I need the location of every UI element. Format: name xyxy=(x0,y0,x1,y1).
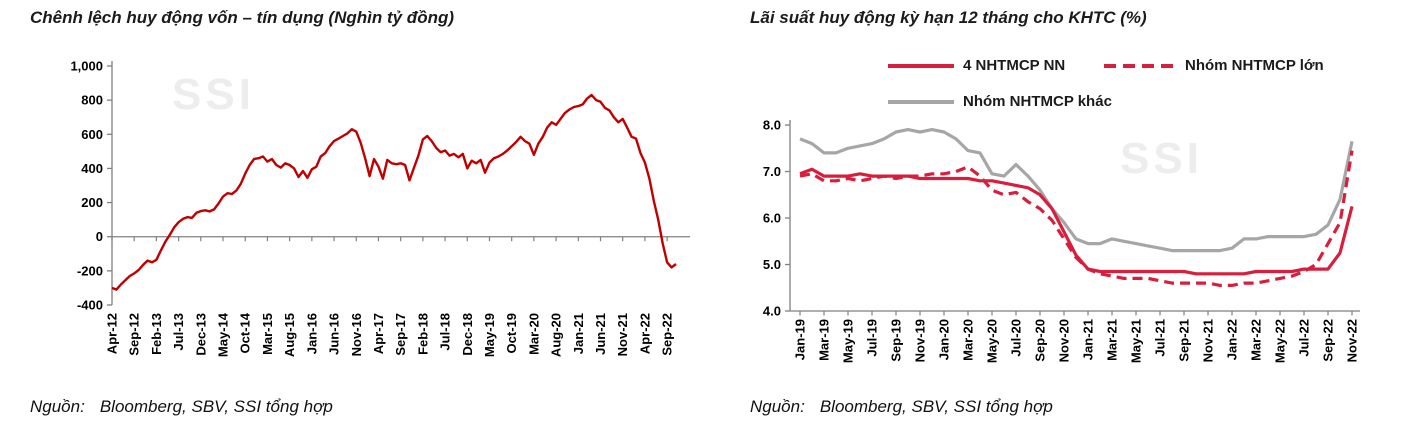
x-tick-label: Jun-21 xyxy=(593,313,608,355)
x-tick-label: Jul-18 xyxy=(438,313,453,351)
y-tick-label: 8.0 xyxy=(763,118,781,133)
y-tick-label: 4.0 xyxy=(763,304,781,319)
y-tick-label: 800 xyxy=(81,93,103,108)
x-tick-label: Oct-14 xyxy=(238,312,253,353)
x-tick-label: May-22 xyxy=(1273,319,1288,363)
y-tick-label: 0 xyxy=(96,229,103,244)
x-tick-label: Jan-16 xyxy=(304,313,319,354)
x-tick-label: Apr-22 xyxy=(637,313,652,354)
x-tick-label: Nov-21 xyxy=(1201,319,1216,362)
legend-swatch-dashed-red-icon xyxy=(1104,63,1176,68)
legend-item-nhom-nhtmcp-lon: Nhóm NHTMCP lớn xyxy=(1104,57,1324,74)
x-tick-label: Nov-16 xyxy=(349,313,364,356)
series-chenh-lech-huy-dong-tin-dung xyxy=(111,93,677,291)
x-tick-label: Apr-17 xyxy=(371,313,386,354)
y-tick-label: 7.0 xyxy=(763,164,781,179)
y-tick-label: -400 xyxy=(77,298,103,313)
x-tick-label: Nov-21 xyxy=(615,313,630,356)
left-chart-title: Chênh lệch huy động vốn – tín dụng (Nghì… xyxy=(30,8,455,27)
y-tick-label: 1,000 xyxy=(70,59,103,74)
x-tick-label: Mar-19 xyxy=(817,319,832,361)
deposit-rate-chart: 8.0 7.0 6.0 5.0 4.0 Jan-19 Mar-19 May-19 Jul-19 S… xyxy=(763,118,1360,363)
right-chart-title: Lãi suất huy động kỳ hạn 12 tháng cho KH… xyxy=(750,8,1147,27)
x-tick-label: Jan-21 xyxy=(1081,319,1096,360)
x-tick-label: Dec-13 xyxy=(193,313,208,356)
source-note-left: Nguồn: Bloomberg, SBV, SSI tổng hợp xyxy=(30,397,333,417)
x-tick-label: May-21 xyxy=(1129,319,1144,363)
x-tick-label: Jan-21 xyxy=(571,313,586,354)
y-tick-label: 6.0 xyxy=(763,211,781,226)
legend-swatch-solid-red-icon xyxy=(888,63,954,68)
x-tick-label: Jan-22 xyxy=(1225,319,1240,360)
legend-item-4-nhtmcp-nn: 4 NHTMCP NN xyxy=(888,57,1065,74)
x-tick-label: Sep-20 xyxy=(1033,319,1048,362)
legend-label: Nhóm NHTMCP lớn xyxy=(1185,57,1324,74)
x-tick-label: Aug-20 xyxy=(549,313,564,357)
x-tick-label: Oct-19 xyxy=(504,313,519,353)
x-tick-label: May-19 xyxy=(841,319,856,363)
x-tick-label: Jul-20 xyxy=(1009,319,1024,357)
series-nhom-nhtmcp-khac xyxy=(799,128,1354,253)
x-tick-label: Mar-22 xyxy=(1249,319,1264,361)
legend-label: Nhóm NHTMCP khác xyxy=(963,93,1112,110)
y-tick-label: 600 xyxy=(81,127,103,142)
ssi-watermark-left: SSI xyxy=(172,70,255,119)
legend-swatch-solid-gray-icon xyxy=(888,99,954,104)
x-tick-label: May-20 xyxy=(985,319,1000,363)
legend-label: 4 NHTMCP NN xyxy=(963,57,1066,74)
x-tick-label: Apr-12 xyxy=(105,313,120,354)
x-tick-label: Jun-16 xyxy=(327,313,342,355)
x-tick-label: Nov-19 xyxy=(913,319,928,362)
source-label: Nguồn: xyxy=(750,397,805,416)
x-tick-label: Jul-21 xyxy=(1153,319,1168,357)
x-tick-label: Aug-15 xyxy=(282,313,297,357)
source-text: Bloomberg, SBV, SSI tổng hợp xyxy=(819,397,1053,416)
x-tick-label: Mar-15 xyxy=(260,313,275,355)
x-tick-label: Dec-18 xyxy=(460,313,475,356)
x-tick-label: Feb-18 xyxy=(415,313,430,355)
ssi-watermark-right: SSI xyxy=(1120,134,1203,183)
x-tick-label: Nov-22 xyxy=(1345,319,1360,362)
x-tick-label: Mar-20 xyxy=(961,319,976,361)
y-tick-label: -200 xyxy=(77,263,103,278)
x-tick-label: Feb-13 xyxy=(149,313,164,355)
source-label: Nguồn: xyxy=(30,397,85,416)
series-4-nhtmcp-nn xyxy=(799,167,1354,276)
x-tick-label: Jul-19 xyxy=(865,319,880,357)
series-nhom-nhtmcp-lon xyxy=(799,150,1354,287)
x-tick-label: Sep-22 xyxy=(1321,319,1336,362)
y-tick-label: 400 xyxy=(81,161,103,176)
source-note-right: Nguồn: Bloomberg, SBV, SSI tổng hợp xyxy=(750,397,1053,417)
y-tick-label: 200 xyxy=(81,195,103,210)
x-tick-label: Jul-22 xyxy=(1297,319,1312,357)
y-tick-label: 5.0 xyxy=(763,257,781,272)
x-tick-label: Sep-22 xyxy=(660,313,675,356)
x-tick-label: Mar-21 xyxy=(1105,319,1120,361)
x-tick-label: Jan-20 xyxy=(937,319,952,360)
x-tick-label: Jul-13 xyxy=(171,313,186,351)
x-tick-label: Sep-12 xyxy=(127,313,142,356)
x-tick-label: Sep-17 xyxy=(393,313,408,356)
legend-item-nhom-nhtmcp-khac: Nhóm NHTMCP khác xyxy=(888,93,1112,110)
x-tick-label: Jan-19 xyxy=(793,319,808,360)
x-tick-label: May-19 xyxy=(482,313,497,357)
x-tick-label: May-14 xyxy=(216,312,231,357)
x-tick-label: Mar-20 xyxy=(526,313,541,355)
source-text: Bloomberg, SBV, SSI tổng hợp xyxy=(99,397,333,416)
x-tick-label: Sep-19 xyxy=(889,319,904,362)
x-tick-label: Sep-21 xyxy=(1177,319,1192,362)
x-tick-label: Nov-20 xyxy=(1057,319,1072,362)
